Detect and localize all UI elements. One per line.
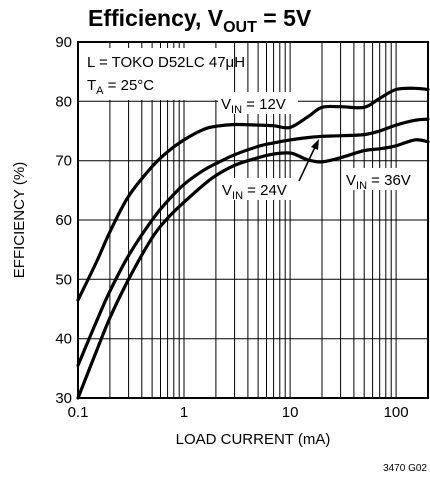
series-label-36v-background	[343, 168, 423, 190]
curve-vin-36v	[76, 138, 430, 400]
y-tick-label: 30	[55, 390, 72, 407]
condition-temperature-tail: = 25°C	[104, 77, 155, 94]
y-tick-label: 70	[55, 153, 72, 170]
condition-temperature-main: T	[87, 77, 96, 94]
series-label-24v: VIN = 24V	[222, 182, 287, 202]
x-tick-label: 1	[180, 404, 188, 421]
series-24v-leader-line	[298, 144, 317, 182]
condition-temperature: TA = 25°C	[87, 77, 154, 97]
chart-title-tail: = 5V	[257, 5, 312, 31]
chart-title: Efficiency, VOUT = 5V	[88, 5, 312, 36]
x-tick-labels: 0.1 1 10 100	[68, 404, 409, 421]
series-label-12v: VIN = 12V	[221, 96, 286, 116]
series-label-12v-background	[218, 92, 298, 114]
series-label-24v-subscript: IN	[232, 190, 243, 202]
series-24v-leader-arrowhead	[311, 139, 319, 150]
chart-title-main: Efficiency, V	[88, 5, 224, 31]
data-curves	[76, 86, 430, 400]
series-label-24v-main: V	[222, 182, 232, 199]
series-label-36v: VIN = 36V	[346, 172, 411, 192]
condition-inductor: L = TOKO D52LC 47μH	[87, 54, 245, 71]
y-tick-label: 90	[55, 34, 72, 51]
y-tick-label: 50	[55, 271, 72, 288]
x-tick-label: 100	[384, 404, 409, 421]
series-label-36v-subscript: IN	[356, 180, 367, 192]
conditions-background	[81, 48, 228, 100]
figure-code: 3470 G02	[383, 463, 427, 474]
series-label-36v-main: V	[346, 172, 356, 189]
plot-frame	[77, 41, 429, 399]
y-tick-label: 40	[55, 331, 72, 348]
series-label-12v-tail: = 12V	[242, 96, 286, 113]
series-label-12v-main: V	[221, 96, 231, 113]
series-label-36v-tail: = 36V	[367, 172, 411, 189]
condition-temperature-subscript: A	[96, 85, 104, 97]
y-tick-labels: 30 40 50 60 70 80 90	[55, 34, 72, 407]
chart-title-subscript: OUT	[223, 19, 257, 36]
curve-vin-24v	[76, 117, 430, 367]
y-tick-label: 80	[55, 93, 72, 110]
x-axis-label: LOAD CURRENT (mA)	[176, 431, 331, 448]
curve-vin-12v	[76, 86, 430, 302]
y-axis-label: EFFICIENCY (%)	[11, 162, 28, 278]
series-label-12v-subscript: IN	[231, 104, 242, 116]
x-tick-label: 10	[282, 404, 299, 421]
series-label-24v-background	[219, 178, 299, 200]
x-tick-label: 0.1	[68, 404, 89, 421]
y-tick-label: 60	[55, 212, 72, 229]
series-label-24v-tail: = 24V	[243, 182, 287, 199]
